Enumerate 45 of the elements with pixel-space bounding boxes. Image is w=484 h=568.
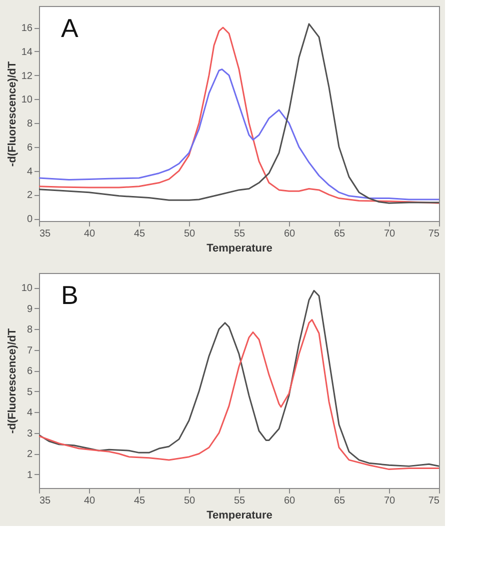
y-tick-label: 0 [26, 214, 33, 226]
y-tick-label: 6 [26, 366, 33, 378]
x-tick-label: 45 [134, 228, 146, 240]
y-tick-label: 16 [21, 23, 33, 34]
y-axis-title: -d(Fluorescence)/dT [6, 61, 18, 167]
x-axis-title: Temperature [206, 242, 272, 254]
x-tick-label: 40 [84, 228, 96, 240]
y-tick-label: 6 [26, 142, 33, 154]
x-tick-label: 75 [428, 496, 440, 506]
x-tick-label: 65 [334, 228, 346, 240]
x-tick-label: 60 [284, 496, 296, 506]
x-axis-title: Temperature [206, 510, 272, 522]
line-series [39, 318, 439, 470]
x-tick-label: 45 [134, 496, 146, 506]
annotation: B [61, 280, 78, 310]
y-tick-label: 14 [21, 46, 33, 58]
x-tick-label: 70 [384, 496, 396, 506]
y-tick-label: 8 [26, 324, 33, 336]
annotation: A [61, 13, 79, 43]
x-tick-label: 35 [40, 228, 52, 240]
x-tick-label: 70 [384, 228, 396, 240]
y-tick-label: 2 [26, 449, 33, 460]
y-tick-label: 10 [21, 94, 33, 106]
x-tick-label: 40 [84, 496, 96, 506]
x-tick-label: 65 [334, 496, 346, 506]
x-tick-label: 60 [284, 228, 296, 240]
y-tick-label: 9 [26, 304, 33, 315]
y-tick-label: 8 [26, 118, 33, 130]
y-tick-label: 4 [26, 166, 33, 178]
x-tick-label: 75 [428, 228, 440, 240]
y-tick-label: 10 [21, 283, 33, 294]
y-tick-label: 5 [26, 386, 33, 398]
y-tick-label: 1 [26, 470, 33, 481]
x-tick-label: 50 [184, 496, 196, 506]
x-tick-label: 35 [40, 496, 52, 506]
y-axis-title: -d(Fluorescence)/dT [6, 328, 18, 434]
x-tick-label: 55 [234, 228, 246, 240]
y-tick-label: 2 [26, 190, 33, 202]
y-tick-label: 4 [26, 408, 33, 419]
y-tick-label: 3 [26, 428, 33, 440]
y-tick-label: 12 [21, 70, 33, 82]
x-tick-label: 50 [184, 228, 196, 240]
line-series [39, 68, 439, 200]
y-tick-label: 7 [26, 345, 33, 356]
x-tick-label: 55 [234, 496, 246, 506]
